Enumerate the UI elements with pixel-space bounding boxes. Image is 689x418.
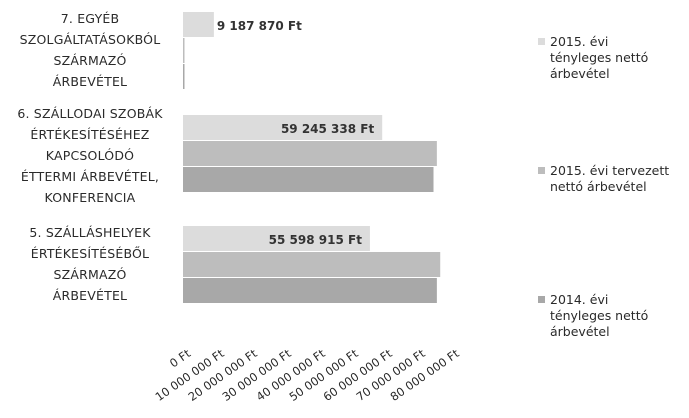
legend-item-3: 2014. évi tényleges nettó árbevétel — [538, 292, 688, 340]
category-label-3: 5. SZÁLLÁSHELYEK ÉRTÉKESÍTÉSÉBŐL SZÁRMAZÓ Á… — [2, 222, 178, 306]
category-label-line: ÉTTERMI ÁRBEVÉTEL, — [20, 169, 160, 184]
category-label-line: ÁRBEVÉTEL — [52, 288, 128, 303]
data-label-2: 59 245 338 Ft — [281, 122, 375, 136]
bar-2-series-3 — [183, 167, 434, 192]
bar-1-series-1 — [183, 12, 214, 37]
bar-3-series-2 — [183, 252, 441, 277]
category-label-line: 5. SZÁLLÁSHELYEK — [29, 225, 151, 240]
category-label-line: ÉRTÉKESÍTÉSÉHEZ — [30, 127, 150, 142]
category-label-line: ÁRBEVÉTEL — [52, 74, 128, 89]
category-label-line: 6. SZÁLLODAI SZOBÁK — [17, 106, 163, 121]
bar-2-series-1 — [183, 115, 383, 140]
category-label-line: ÉRTÉKESÍTÉSÉBŐL — [30, 246, 150, 261]
category-label-line: KAPCSOLÓDÓ — [45, 148, 135, 163]
legend-text-line: árbevétel — [550, 324, 610, 339]
legend-text-line: 2015. évi — [550, 34, 609, 49]
legend-text: 2015. évi tényleges nettó árbevétel — [550, 34, 648, 82]
bar-3-series-3 — [183, 278, 437, 303]
category-label-line: SZÁRMAZÓ — [53, 267, 127, 282]
data-label-3: 55 598 915 Ft — [269, 233, 363, 247]
bar-3-series-1 — [183, 226, 370, 251]
legend-text-line: 2014. évi — [550, 292, 609, 307]
legend-text: 2015. évi tervezett nettó árbevétel — [550, 163, 669, 195]
bar-1-series-2 — [183, 38, 185, 63]
legend-swatch — [538, 38, 545, 45]
bar-2-series-2 — [183, 141, 437, 166]
category-label-2: 6. SZÁLLODAI SZOBÁK ÉRTÉKESÍTÉSÉHEZ KAPCSO… — [2, 103, 178, 208]
legend-text-line: tényleges nettó — [550, 50, 649, 65]
legend-item-1: 2015. évi tényleges nettó árbevétel — [538, 34, 688, 82]
category-label-line: KONFERENCIA — [44, 190, 136, 205]
data-label-1: 9 187 870 Ft — [217, 19, 302, 33]
legend-text: 2014. évi tényleges nettó árbevétel — [550, 292, 648, 340]
legend-text-line: árbevétel — [550, 66, 610, 81]
legend-swatch — [538, 167, 545, 174]
legend-text-line: 2015. évi tervezett — [550, 163, 670, 178]
bar-1-series-3 — [183, 64, 185, 89]
category-label-line: 7. EGYÉB — [60, 11, 120, 26]
legend-text-line: tényleges nettó — [550, 308, 649, 323]
legend-swatch — [538, 296, 545, 303]
category-label-line: SZOLGÁLTATÁSOKBÓL — [19, 32, 161, 47]
legend-text-line: nettó árbevétel — [550, 179, 647, 194]
category-label-1: 7. EGYÉB SZOLGÁLTATÁSOKBÓL SZÁRMAZÓ ÁRBEVÉT… — [2, 8, 178, 92]
category-label-line: SZÁRMAZÓ — [53, 53, 127, 68]
legend-item-2: 2015. évi tervezett nettó árbevétel — [538, 163, 688, 195]
